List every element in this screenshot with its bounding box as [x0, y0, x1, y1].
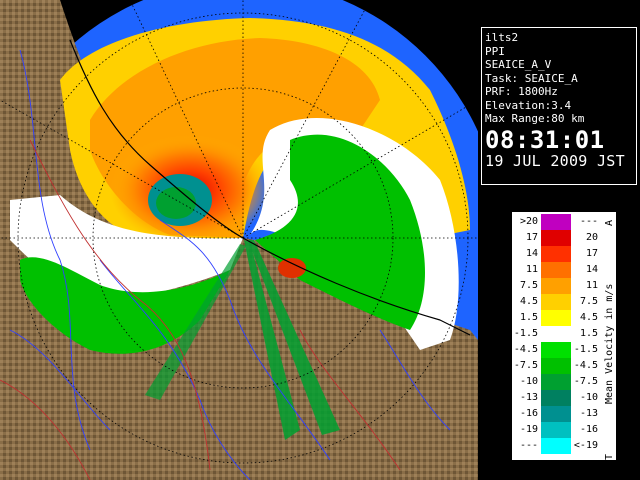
legend-row-high: 20: [585, 232, 598, 243]
site-name: ilts2: [485, 31, 519, 44]
legend-row-low: 17: [525, 232, 538, 243]
legend-swatch: [541, 406, 571, 422]
legend-row-high: -1.5: [573, 344, 598, 355]
scan-type: PPI: [485, 44, 505, 58]
legend-row-low: -10: [519, 376, 538, 387]
legend-corner-bottom: T: [604, 453, 615, 460]
legend-row-low: -16: [519, 408, 538, 419]
elevation-value: Elevation:3.4: [485, 98, 572, 112]
scan-time: 08:31:01: [485, 125, 605, 154]
legend-row-high: 11: [585, 280, 598, 291]
legend-swatch: [541, 422, 571, 438]
legend-row-low: -7.5: [513, 360, 538, 371]
echo-spoke-3: [145, 244, 246, 400]
legend-swatch: [541, 310, 571, 326]
legend-row-high: 7.5: [579, 296, 598, 307]
legend-swatch: [541, 358, 571, 374]
legend-row-high: ---: [579, 216, 598, 227]
legend-row-high: -13: [579, 408, 598, 419]
scan-date: 19 JUL 2009 JST: [485, 151, 625, 170]
legend-swatch: [541, 390, 571, 406]
legend-swatch: [541, 342, 571, 358]
echo-spoke-2: [248, 240, 340, 435]
legend-title: Mean Velocity in m/s: [604, 283, 615, 404]
scan-info-panel: ilts2 PPI SEAICE_A_V Task: SEAICE_A PRF:…: [481, 27, 637, 185]
admin-borders: [0, 139, 401, 480]
legend-swatch: [541, 214, 571, 230]
legend-row-low: -1.5: [513, 328, 538, 339]
echo-green-east: [255, 134, 425, 330]
echo-spoke-1: [244, 240, 300, 440]
legend-row-low: ---: [519, 440, 538, 451]
legend-swatch: [541, 230, 571, 246]
legend-row-low: 11: [525, 264, 538, 275]
legend-row-high: 4.5: [579, 312, 598, 323]
task-name: Task: SEAICE_A: [485, 71, 578, 85]
legend-row-low: 14: [525, 248, 538, 259]
echo-green-west: [20, 257, 230, 354]
legend-corner-top: A: [604, 219, 615, 226]
radar-ppi-display: [0, 0, 478, 480]
legend-row-low: 7.5: [519, 280, 538, 291]
legend-row-high: <-19: [573, 440, 598, 451]
legend-row-high: -16: [579, 424, 598, 435]
scan-mode: SEAICE_A_V: [485, 58, 552, 71]
legend-row-high: 1.5: [579, 328, 598, 339]
legend-swatch: [541, 278, 571, 294]
legend-row-high: 14: [585, 264, 598, 275]
legend-row-low: 1.5: [519, 312, 538, 323]
legend-row-high: -4.5: [573, 360, 598, 371]
prf-value: PRF: 1800Hz: [485, 85, 558, 98]
echo-red-spot: [278, 258, 306, 278]
legend-title-column: A Mean Velocity in m/s T: [604, 214, 616, 460]
legend-row-high: -7.5: [573, 376, 598, 387]
legend-swatch: [541, 246, 571, 262]
legend-row-low: -4.5: [513, 344, 538, 355]
coastline: [69, 39, 471, 336]
legend-row-low: -19: [519, 424, 538, 435]
legend-row-high: 17: [585, 248, 598, 259]
legend-row-low: 4.5: [519, 296, 538, 307]
max-range-value: Max Range:80 km: [485, 112, 585, 125]
legend-swatch: [541, 438, 571, 454]
rivers: [9, 49, 451, 480]
legend-row-low: -13: [519, 392, 538, 403]
legend-swatch: [541, 294, 571, 310]
legend-swatch: [541, 374, 571, 390]
legend-row-low: >20: [519, 216, 538, 227]
legend-swatch: [541, 326, 571, 342]
azimuth-lines: [0, 0, 478, 239]
legend-swatch: [541, 262, 571, 278]
velocity-legend: >20 --- 17 20 14 17 11 14 7.5 11 4.5 7.5 1.5 4.5 -1.5 1…: [511, 211, 617, 461]
legend-row-high: -10: [579, 392, 598, 403]
